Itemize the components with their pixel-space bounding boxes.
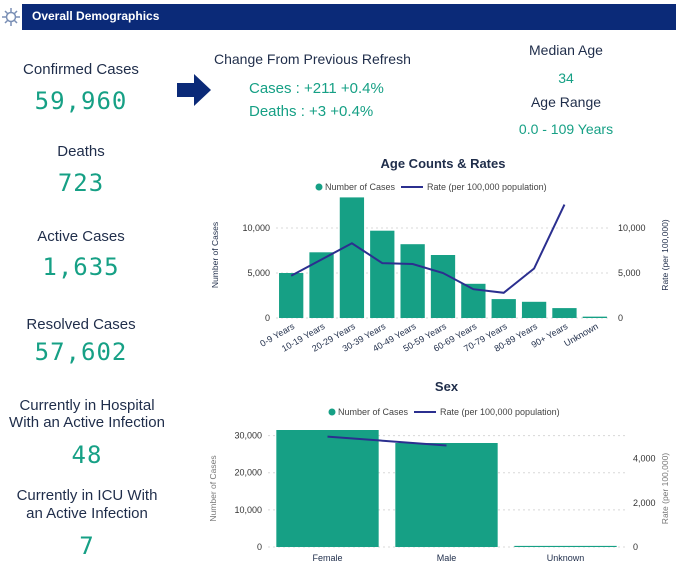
y2-tick-label: 4,000 [633, 454, 656, 464]
deaths-value: 723 [57, 169, 105, 197]
chart-title: Age Counts & Rates [381, 156, 506, 171]
x-tick-label: Unknown [562, 321, 600, 348]
y2-axis-title: Rate (per 100,000) [660, 453, 670, 525]
resolved-cases-label: Resolved Cases [26, 316, 136, 333]
y-tick-label: 0 [257, 542, 262, 552]
y2-tick-label: 0 [618, 313, 623, 323]
icu-value: 7 [79, 532, 95, 560]
y-tick-label: 5,000 [247, 268, 270, 278]
y2-tick-label: 5,000 [618, 268, 641, 278]
y-tick-label: 30,000 [234, 431, 262, 441]
bar-0-9-years [279, 273, 304, 318]
legend-rate-label: Rate (per 100,000 population) [440, 407, 560, 417]
bar-20-29-years [339, 197, 365, 318]
hospital-label-line2: With an Active Infection [9, 414, 165, 431]
change-deaths: Deaths : +3 +0.4% [249, 103, 374, 120]
bar-female [276, 430, 379, 547]
confirmed-cases-value: 59,960 [34, 87, 128, 115]
bar-50-59-years [430, 255, 456, 318]
change-title: Change From Previous Refresh [214, 51, 411, 67]
header-bar: Overall Demographics [0, 4, 676, 30]
age-range-label: Age Range [530, 94, 602, 110]
icu-label-line1: Currently in ICU With [16, 487, 158, 504]
x-tick-label: Female [312, 553, 342, 562]
active-cases-label: Active Cases [37, 228, 125, 245]
bar-70-79-years [491, 299, 516, 318]
arrow-right-icon [177, 74, 211, 106]
bar-30-39-years [370, 230, 395, 318]
icu-label-line2: an Active Infection [26, 505, 148, 522]
bar-40-49-years [400, 244, 425, 318]
hospital-value: 48 [71, 441, 103, 469]
chart-title: Sex [435, 379, 459, 394]
bar-10-19-years [309, 252, 334, 318]
y2-tick-label: 2,000 [633, 498, 656, 508]
legend-cases-label: Number of Cases [325, 182, 396, 192]
active-cases-value: 1,635 [42, 253, 120, 281]
y-axis-title: Number of Cases [208, 455, 218, 521]
legend-rate-label: Rate (per 100,000 population) [427, 182, 547, 192]
y2-tick-label: 10,000 [618, 223, 646, 233]
confirmed-cases-label: Confirmed Cases [23, 61, 139, 78]
rate-line [327, 435, 447, 447]
hospital-label-line1: Currently in Hospital [19, 397, 155, 414]
y2-tick-label: 0 [633, 542, 638, 552]
resolved-cases-value: 57,602 [34, 338, 128, 366]
legend-cases-marker [315, 183, 323, 191]
sex-chart: Sex Number of Cases Rate (per 100,000 popu… [208, 379, 670, 562]
y-axis-title: Number of Cases [210, 222, 220, 288]
bar-unknown [514, 545, 617, 547]
y-tick-label: 10,000 [242, 223, 270, 233]
bar-90-years [552, 308, 577, 318]
median-age-label: Median Age [529, 42, 603, 58]
deaths-label: Deaths [57, 143, 105, 160]
median-age-value: 34 [558, 70, 574, 86]
y-tick-label: 20,000 [234, 468, 262, 478]
covid-virus-icon [2, 8, 20, 26]
rate-line [290, 204, 566, 294]
y-tick-label: 0 [265, 313, 270, 323]
page-title: Overall Demographics [32, 9, 160, 23]
legend-cases-marker [328, 408, 336, 416]
header-background [22, 4, 676, 30]
bar-unknown [582, 316, 607, 318]
bar-80-89-years [521, 301, 547, 318]
legend-cases-label: Number of Cases [338, 407, 409, 417]
bar-male [395, 443, 498, 547]
y-tick-label: 10,000 [234, 505, 262, 515]
y2-axis-title: Rate (per 100,000) [660, 219, 670, 291]
age-range-value: 0.0 - 109 Years [518, 121, 614, 137]
x-tick-label: Male [437, 553, 457, 562]
age-counts-chart: Age Counts & Rates Number of Cases Rate (p… [210, 156, 670, 354]
x-tick-label: Unknown [547, 553, 585, 562]
change-cases: Cases : +211 +0.4% [249, 80, 384, 97]
